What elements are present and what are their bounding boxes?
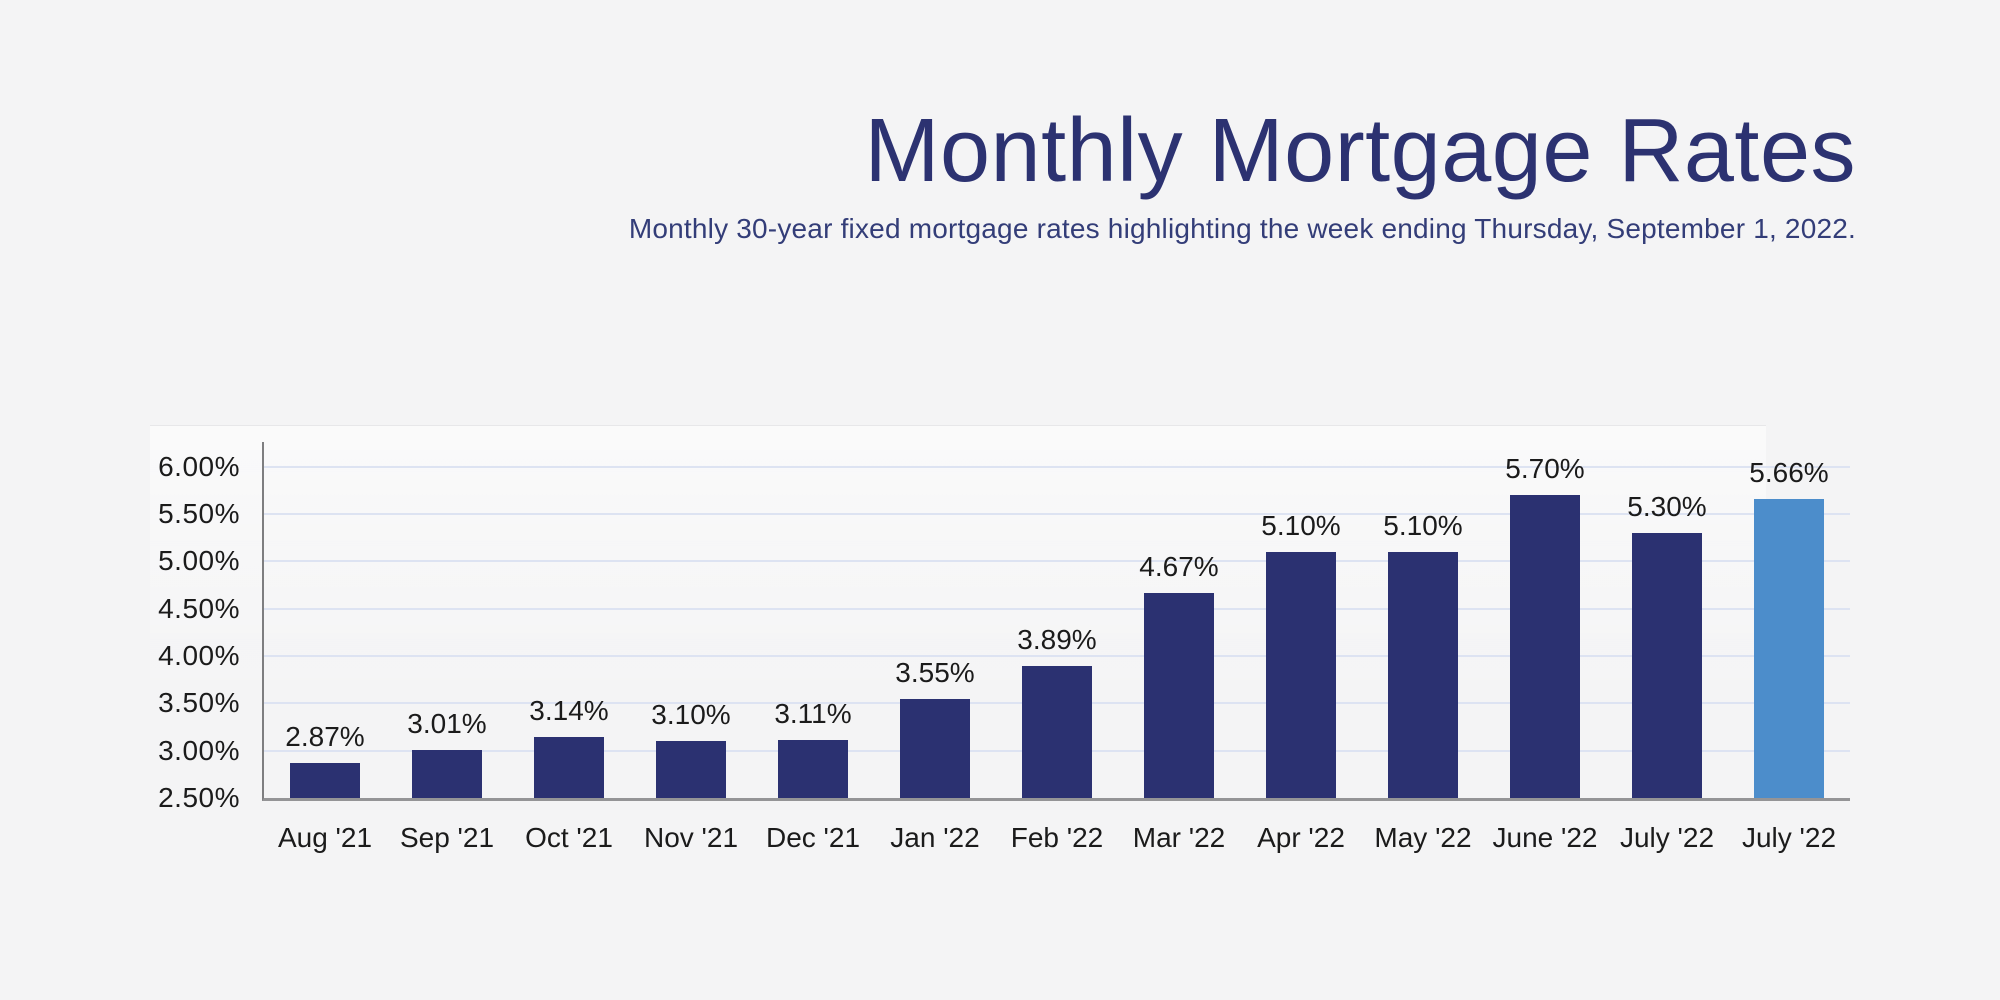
plot-area: 2.50% 3.00% 3.50% 4.00% 4.50% 5.00% 5.50% 6.00%… [158,442,1850,853]
bar-value-label: 4.67% [1139,550,1219,582]
y-axis-label: 4.50% [158,592,240,624]
bar-column: 5.10% [1362,510,1484,798]
bar-column: 3.11% [752,698,874,798]
chart-title: Monthly Mortgage Rates [864,101,1856,201]
bar-column: 3.01% [386,708,508,798]
bar-column: 5.10% [1240,510,1362,798]
bar-column: 5.30% [1606,491,1728,798]
bar-column: 4.67% [1118,551,1240,798]
gridline [264,654,1850,657]
gridline [264,465,1850,468]
bar-value-label: 5.70% [1505,453,1585,485]
bar-value-label: 2.87% [285,720,365,752]
x-axis-label: July '22 [1741,822,1837,853]
bar-value-label: 3.10% [651,699,731,731]
x-axis-label: Jan '22 [890,822,980,853]
bar-value-label: 3.89% [1017,624,1097,656]
bar-value-label: 3.01% [407,707,487,739]
bar-column: 3.89% [996,624,1118,798]
bar [1388,551,1458,798]
bar-column: 2.87% [264,721,386,798]
y-axis-label: 4.00% [158,639,240,671]
x-axis-label: Feb '22 [1010,822,1104,853]
bar-value-label: 5.66% [1749,456,1829,488]
bar [412,749,482,798]
bar [1632,532,1702,798]
bar-value-label: 5.10% [1383,509,1463,541]
x-axis-label: Sep '21 [399,822,495,853]
y-axis-label: 5.00% [158,545,240,577]
bar [1144,592,1214,798]
x-axis-label: June '22 [1492,822,1598,853]
y-axis-label: 2.50% [158,782,240,813]
y-axis-label: 6.00% [158,450,240,482]
bar-value-label: 5.10% [1261,509,1341,541]
bar-column: 3.10% [630,699,752,798]
bar-highlighted [1754,498,1824,798]
y-axis-label: 3.00% [158,734,240,766]
chart-header: Monthly Mortgage Rates Monthly 30-year f… [629,104,1856,245]
y-axis-label: 3.50% [158,687,240,719]
bar-column: 3.14% [508,695,630,798]
chart-subtitle: Monthly 30-year fixed mortgage rates hig… [628,212,1856,244]
x-axis-label: Mar '22 [1132,822,1226,853]
bar [534,737,604,798]
bar [1266,551,1336,798]
bar-value-label: 3.14% [529,695,609,727]
bar-column: 3.55% [874,657,996,798]
bar [1022,666,1092,798]
bar [290,762,360,798]
bar-value-label: 5.30% [1627,490,1707,522]
x-axis-label: Dec '21 [765,822,861,853]
bar-column: 5.66% [1728,457,1850,798]
gridline [264,512,1850,515]
x-axis-label: July '22 [1619,822,1715,853]
bar [900,698,970,798]
gridline [264,607,1850,610]
bar [778,740,848,798]
x-axis-label: Oct '21 [525,822,613,853]
bar [656,741,726,798]
x-axis-label: May '22 [1374,822,1472,853]
y-axis-label: 5.50% [158,497,240,529]
bar [1510,495,1580,798]
gridline [264,560,1850,563]
x-axis-label: Apr '22 [1257,822,1345,853]
bar-column: 5.70% [1484,453,1606,798]
bar-value-label: 3.55% [895,656,975,688]
bar-value-label: 3.11% [774,698,852,730]
x-axis-label: Nov '21 [643,822,739,853]
x-axis-label: Aug '21 [277,822,373,853]
